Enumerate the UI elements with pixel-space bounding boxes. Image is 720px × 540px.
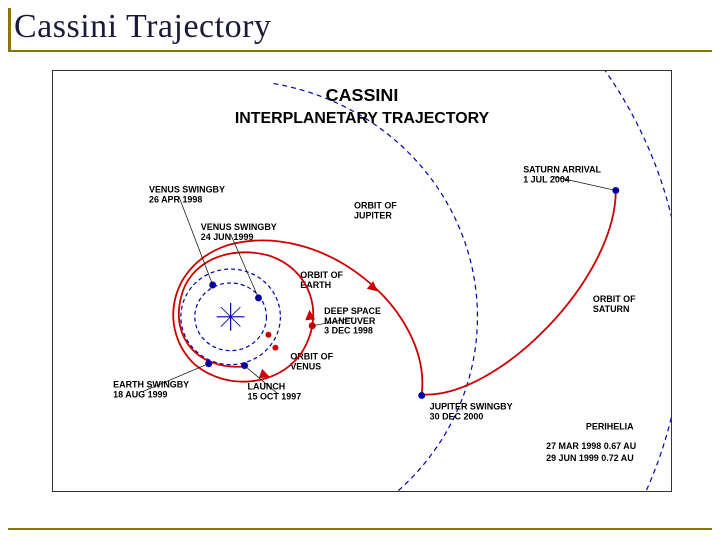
event-label-venus-swingby-2: VENUS SWINGBY <box>201 222 277 232</box>
event-label-launch: LAUNCH <box>248 381 286 391</box>
diagram-title-2: INTERPLANETARY TRAJECTORY <box>235 110 490 127</box>
orbit-label-saturn: SATURN <box>593 304 630 314</box>
event-date-saturn-arrival: 1 JUL 2004 <box>523 174 570 184</box>
event-label-deep-space: DEEP SPACE <box>324 306 381 316</box>
perihelion-marker <box>272 345 278 351</box>
event-label-deep-space: MANEUVER <box>324 316 376 326</box>
perihelia-heading: PERIHELIA <box>586 421 634 431</box>
event-leader-venus-swingby-2 <box>231 234 259 298</box>
trajectory-path <box>173 190 616 394</box>
event-date-launch: 15 OCT 1997 <box>248 391 302 401</box>
perihelia-line: 27 MAR 1998 0.67 AU <box>546 441 636 451</box>
event-marker-deep-space <box>309 322 316 329</box>
slide-border-top <box>8 50 712 52</box>
orbit-label-saturn: ORBIT OF <box>593 294 636 304</box>
event-date-earth-swingby: 18 AUG 1999 <box>113 389 167 399</box>
sun-marker <box>217 303 245 331</box>
diagram-title-1: CASSINI <box>326 85 399 105</box>
event-label-jupiter-swingby: JUPITER SWINGBY <box>430 401 513 411</box>
perihelia-line: 29 JUN 1999 0.72 AU <box>546 453 634 463</box>
event-label-earth-swingby: EARTH SWINGBY <box>113 379 189 389</box>
event-date-venus-swingby-1: 26 APR 1998 <box>149 194 202 204</box>
event-marker-saturn-arrival <box>612 187 619 194</box>
event-date-deep-space: 3 DEC 1998 <box>324 326 373 336</box>
event-marker-jupiter-swingby <box>418 392 425 399</box>
event-date-jupiter-swingby: 30 DEC 2000 <box>430 411 484 421</box>
diagram-frame: CASSINI INTERPLANETARY TRAJECTORY ORBIT … <box>52 70 672 492</box>
slide-border-bottom <box>8 528 712 530</box>
orbit-label-jupiter: JUPITER <box>354 210 392 220</box>
orbit-label-venus: VENUS <box>290 362 321 372</box>
slide-title: Cassini Trajectory <box>14 8 271 46</box>
trajectory-diagram: CASSINI INTERPLANETARY TRAJECTORY ORBIT … <box>53 71 671 491</box>
perihelion-marker <box>265 332 271 338</box>
orbit-label-jupiter: ORBIT OF <box>354 200 397 210</box>
orbit-label-earth: ORBIT OF <box>300 270 343 280</box>
title-accent <box>8 8 11 50</box>
event-label-saturn-arrival: SATURN ARRIVAL <box>523 165 601 175</box>
perihelia-block: PERIHELIA 27 MAR 1998 0.67 AU 29 JUN 1999 … <box>546 421 636 463</box>
event-date-venus-swingby-2: 24 JUN 1999 <box>201 232 254 242</box>
perihelia-markers <box>265 332 278 351</box>
event-label-venus-swingby-1: VENUS SWINGBY <box>149 184 225 194</box>
